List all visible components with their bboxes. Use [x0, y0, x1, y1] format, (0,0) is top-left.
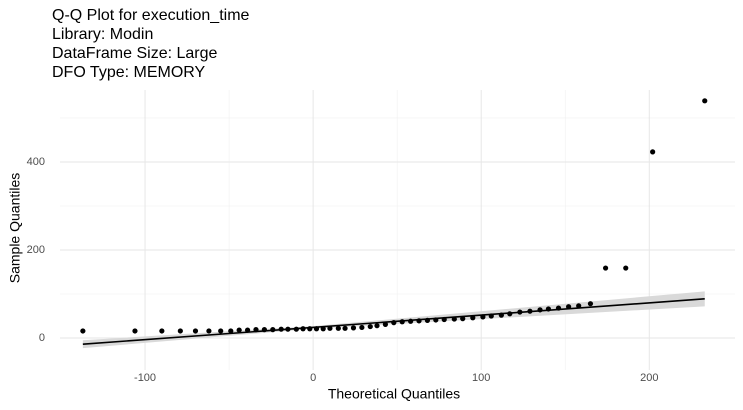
- point: [555, 305, 562, 311]
- point: [441, 316, 447, 323]
- point: [177, 328, 183, 334]
- point: [498, 312, 504, 318]
- point: [391, 320, 397, 326]
- point: [367, 323, 373, 330]
- point: [228, 328, 234, 334]
- point: [399, 319, 405, 325]
- point: [270, 327, 276, 333]
- point: [433, 317, 439, 323]
- point: [335, 325, 341, 331]
- point: [470, 315, 476, 321]
- point: [350, 325, 357, 331]
- point: [236, 327, 242, 333]
- point: [206, 328, 212, 334]
- confidence-band: [82, 291, 705, 349]
- point: [566, 304, 572, 310]
- point: [374, 323, 380, 329]
- point: [587, 301, 594, 307]
- point: [480, 314, 486, 320]
- y-tick-label: 400: [27, 156, 45, 168]
- point: [285, 326, 291, 332]
- point: [278, 326, 284, 332]
- point: [80, 328, 86, 334]
- point: [218, 328, 224, 334]
- y-tick-label: 200: [27, 244, 45, 256]
- x-tick-label: 100: [472, 372, 490, 384]
- point: [576, 303, 582, 309]
- point: [342, 325, 348, 331]
- point: [517, 309, 523, 315]
- point: [313, 326, 320, 332]
- x-axis-title: Theoretical Quantiles: [328, 386, 460, 402]
- chart-title: Q-Q Plot for execution_time: [52, 7, 250, 24]
- y-axis-title: Sample Quantiles: [7, 173, 23, 284]
- point: [650, 149, 656, 155]
- x-tick-label: 200: [640, 372, 658, 384]
- point: [623, 265, 629, 271]
- x-tick-label: -100: [134, 372, 156, 384]
- point: [527, 308, 533, 314]
- point: [300, 326, 306, 332]
- point: [192, 328, 199, 334]
- point: [244, 327, 251, 333]
- point: [359, 324, 365, 331]
- chart-title: DataFrame Size: Large: [52, 45, 218, 62]
- point: [307, 326, 313, 332]
- point: [320, 326, 326, 332]
- point: [702, 98, 708, 104]
- point: [460, 316, 466, 322]
- point: [416, 318, 422, 324]
- point: [545, 306, 552, 312]
- point: [451, 316, 457, 322]
- point: [424, 317, 431, 324]
- point: [327, 325, 333, 331]
- y-tick-label: 0: [39, 332, 45, 344]
- point: [537, 307, 543, 313]
- point: [488, 313, 494, 319]
- chart-title: DFO Type: MEMORY: [52, 64, 206, 81]
- point: [253, 327, 259, 333]
- point: [132, 328, 138, 334]
- x-tick-label: 0: [310, 372, 316, 384]
- point: [261, 327, 267, 333]
- point: [602, 265, 609, 271]
- point: [293, 326, 299, 332]
- point: [382, 321, 388, 327]
- point: [159, 328, 165, 334]
- point: [408, 318, 414, 324]
- point: [507, 311, 513, 317]
- chart-title: Library: Modin: [52, 26, 153, 43]
